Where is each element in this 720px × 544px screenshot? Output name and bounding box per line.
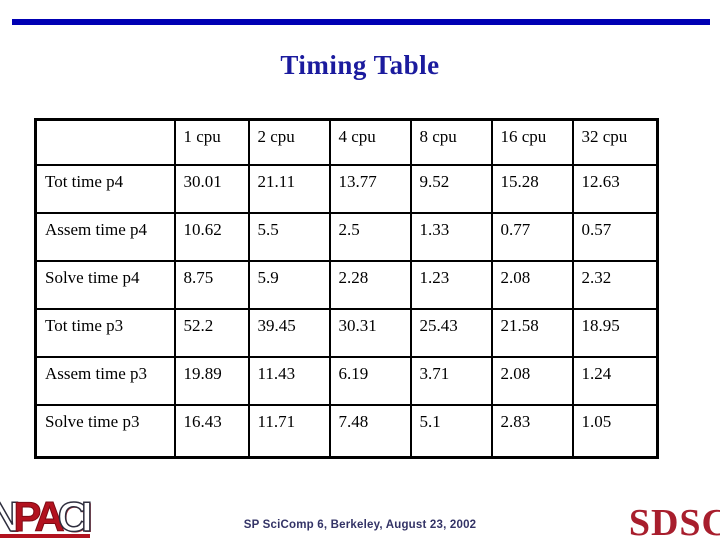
cell: 16.43 <box>173 404 250 459</box>
cell: 5.9 <box>247 260 331 310</box>
npaci-letter: P <box>13 493 42 540</box>
cell: 1.33 <box>409 212 493 262</box>
cell: 11.71 <box>247 404 331 459</box>
row-label: Tot time p4 <box>34 164 176 214</box>
column-header: 16 cpu <box>490 118 574 166</box>
table-row: Tot time p3 52.2 39.45 30.31 25.43 21.58… <box>34 308 659 358</box>
cell: 19.89 <box>173 356 250 406</box>
npaci-letter: N <box>0 495 21 539</box>
table-row: Assem time p3 19.89 11.43 6.19 3.71 2.08… <box>34 356 659 406</box>
column-header: 8 cpu <box>409 118 493 166</box>
npaci-letter: A <box>34 493 65 540</box>
table-row: Solve time p3 16.43 11.71 7.48 5.1 2.83 … <box>34 404 659 459</box>
cell: 8.75 <box>173 260 250 310</box>
cell-highlight: 15.28 <box>490 164 574 214</box>
cell-highlight: 12.63 <box>571 164 659 214</box>
cell: 10.62 <box>173 212 250 262</box>
cell: 1.05 <box>571 404 659 459</box>
cell: 25.43 <box>409 308 493 358</box>
footer-text: SP SciComp 6, Berkeley, August 23, 2002 <box>243 519 477 531</box>
timing-table: 1 cpu 2 cpu 4 cpu 8 cpu 16 cpu 32 cpu To… <box>34 118 659 459</box>
top-rule <box>12 19 710 25</box>
column-header: 32 cpu <box>571 118 659 166</box>
cell: 3.71 <box>409 356 493 406</box>
cell-highlight: 2.08 <box>490 260 574 310</box>
row-label: Assem time p3 <box>34 356 176 406</box>
cell: 5.1 <box>409 404 493 459</box>
table-row: Solve time p4 8.75 5.9 2.28 1.23 2.08 2.… <box>34 260 659 310</box>
cell: 0.57 <box>571 212 659 262</box>
npaci-letter: I <box>80 493 93 540</box>
cell: 2.5 <box>328 212 412 262</box>
row-label: Tot time p3 <box>34 308 176 358</box>
table-row: Tot time p4 30.01 21.11 13.77 9.52 15.28… <box>34 164 659 214</box>
cell: 2.83 <box>490 404 574 459</box>
cell: 11.43 <box>247 356 331 406</box>
table-header-row: 1 cpu 2 cpu 4 cpu 8 cpu 16 cpu 32 cpu <box>34 118 659 166</box>
cell: 2.08 <box>490 356 574 406</box>
cell-highlight: 2.32 <box>571 260 659 310</box>
cell: 0.77 <box>490 212 574 262</box>
cell: 9.52 <box>409 164 493 214</box>
cell: 13.77 <box>328 164 412 214</box>
cell: 39.45 <box>247 308 331 358</box>
sdsc-logo: SDSC <box>628 502 720 544</box>
page-title: Timing Table <box>280 50 440 80</box>
cell: 1.23 <box>409 260 493 310</box>
cell: 30.01 <box>173 164 250 214</box>
column-header: 4 cpu <box>328 118 412 166</box>
column-header: 1 cpu <box>173 118 250 166</box>
row-label: Solve time p3 <box>34 404 176 459</box>
cell: 21.58 <box>490 308 574 358</box>
header-corner-cell <box>34 118 176 166</box>
cell: 5.5 <box>247 212 331 262</box>
cell: 18.95 <box>571 308 659 358</box>
cell: 52.2 <box>173 308 250 358</box>
column-header: 2 cpu <box>247 118 331 166</box>
cell: 2.28 <box>328 260 412 310</box>
table-row: Assem time p4 10.62 5.5 2.5 1.33 0.77 0.… <box>34 212 659 262</box>
cell: 6.19 <box>328 356 412 406</box>
row-label: Solve time p4 <box>34 260 176 310</box>
row-label: Assem time p4 <box>34 212 176 262</box>
cell: 7.48 <box>328 404 412 459</box>
cell: 1.24 <box>571 356 659 406</box>
cell: 21.11 <box>247 164 331 214</box>
npaci-underline <box>0 534 90 538</box>
cell: 30.31 <box>328 308 412 358</box>
npaci-logo: NPACI <box>0 493 93 540</box>
npaci-letter: C <box>57 493 89 540</box>
